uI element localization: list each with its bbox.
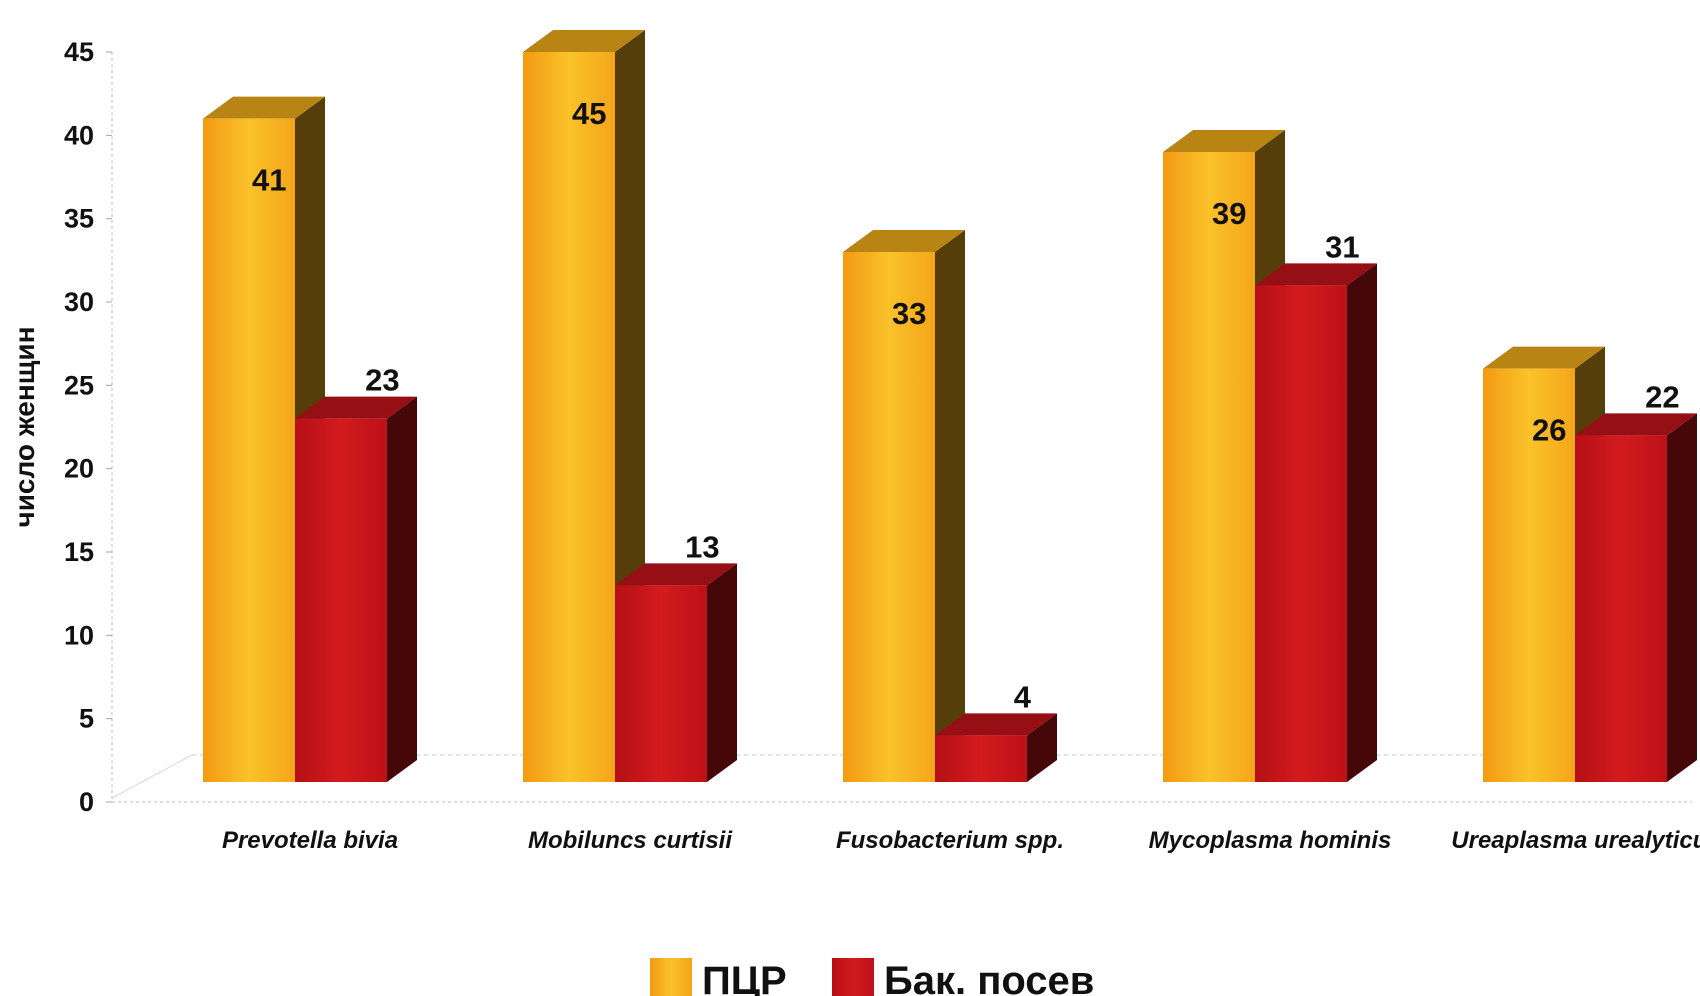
bar-front — [203, 118, 295, 782]
bar-culture — [1575, 413, 1697, 782]
bar-front — [615, 585, 707, 782]
bar-front — [295, 418, 387, 782]
y-tick-label: 10 — [64, 620, 94, 650]
legend-item-culture: Бак. посев — [832, 958, 1094, 996]
x-category-label: Mobiluncs curtisii — [528, 827, 733, 854]
bar-culture — [1255, 263, 1377, 782]
legend-swatch — [832, 958, 874, 996]
data-label-pcr: 39 — [1212, 196, 1246, 231]
bar-side — [1667, 413, 1697, 782]
data-label-culture: 4 — [1014, 679, 1032, 714]
bar-culture — [935, 713, 1057, 782]
bar-front — [1255, 285, 1347, 782]
y-tick-label: 45 — [64, 37, 94, 67]
y-tick-label: 35 — [64, 204, 94, 234]
data-label-culture: 22 — [1645, 379, 1679, 414]
bar-side — [1347, 263, 1377, 782]
data-label-culture: 23 — [365, 363, 399, 398]
x-category-label: Ureaplasma urealyticum — [1451, 827, 1700, 854]
x-category-label: Mycoplasma hominis — [1149, 827, 1392, 854]
chart-legend: ПЦР Бак. посев — [650, 958, 1094, 996]
bar-culture — [295, 396, 417, 782]
y-tick-label: 30 — [64, 287, 94, 317]
legend-swatch — [650, 958, 692, 996]
chart-bars — [203, 30, 1697, 782]
data-label-pcr: 26 — [1532, 413, 1566, 448]
bar-side — [1027, 713, 1057, 782]
bar-top — [1483, 346, 1605, 369]
bar-side — [707, 563, 737, 782]
y-tick-label: 0 — [79, 787, 94, 817]
bar-culture — [615, 563, 737, 782]
chart-axes: 0 5 10 15 20 25 30 35 40 45 — [64, 37, 1692, 817]
data-label-pcr: 45 — [572, 96, 606, 131]
legend-item-pcr: ПЦР — [650, 958, 787, 996]
bar-front — [1483, 368, 1575, 782]
data-label-culture: 13 — [685, 529, 719, 564]
y-axis-label: число женщин — [9, 326, 40, 527]
y-tick-label: 5 — [79, 704, 94, 734]
bar-pcr — [843, 230, 965, 782]
data-label-pcr: 41 — [252, 163, 286, 198]
bar-front — [1575, 435, 1667, 782]
bar-top — [203, 96, 325, 119]
bar-top — [1255, 263, 1377, 286]
bar-top — [615, 563, 737, 586]
y-tick-label: 15 — [64, 537, 94, 567]
legend-label: Бак. посев — [884, 959, 1094, 996]
bar-front — [843, 252, 935, 782]
bar-top — [1575, 413, 1697, 436]
bar-top — [935, 713, 1057, 736]
y-tick-label: 25 — [64, 370, 94, 400]
bar-side — [387, 396, 417, 782]
x-category-label: Prevotella bivia — [222, 827, 398, 854]
legend-label: ПЦР — [702, 959, 787, 996]
bar-top — [523, 30, 645, 52]
x-category-label: Fusobacterium spp. — [836, 827, 1064, 854]
y-tick-label: 20 — [64, 454, 94, 484]
bar-top — [843, 230, 965, 252]
bar-top — [295, 396, 417, 419]
floor-edge — [111, 754, 193, 799]
bar-side — [935, 230, 965, 782]
bar-top — [1163, 130, 1285, 152]
bar-front — [523, 52, 615, 782]
y-tick-label: 40 — [64, 120, 94, 150]
bar-front — [935, 735, 1027, 782]
data-label-culture: 31 — [1325, 229, 1359, 264]
data-label-pcr: 33 — [892, 296, 926, 331]
bar-front — [1163, 152, 1255, 782]
bar-pcr — [203, 96, 325, 782]
